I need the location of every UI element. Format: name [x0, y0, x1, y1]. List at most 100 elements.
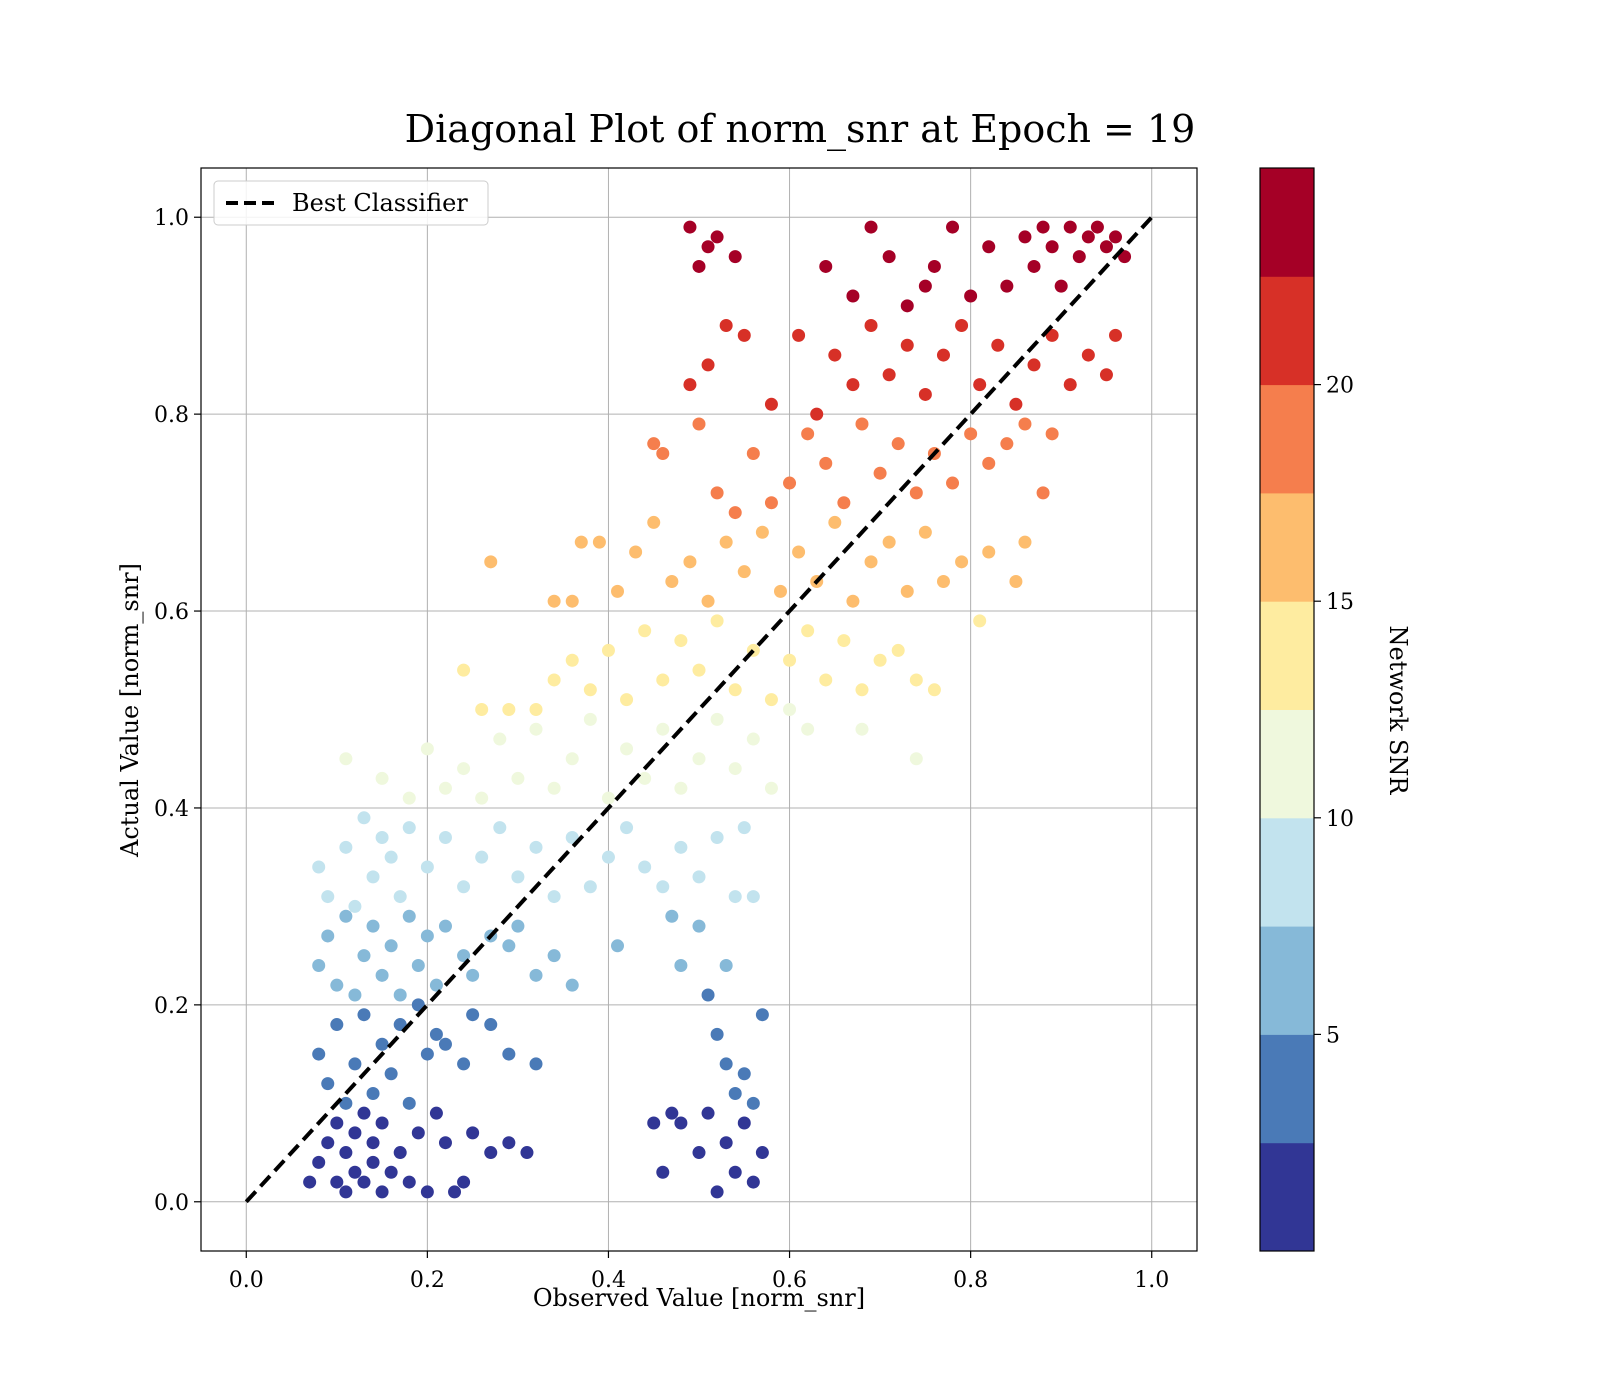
scatter-point: [701, 1106, 715, 1120]
scatter-point: [964, 289, 978, 303]
scatter-point: [339, 752, 353, 766]
scatter-point: [1009, 575, 1023, 589]
scatter-point: [366, 1155, 380, 1169]
y-tick-label: 0.8: [154, 403, 189, 428]
x-tick-label: 0.2: [410, 1268, 445, 1293]
scatter-point: [1018, 417, 1032, 431]
scatter-point: [737, 821, 751, 835]
scatter-point: [755, 1146, 769, 1160]
scatter-point: [583, 712, 597, 726]
scatter-point: [402, 791, 416, 805]
scatter-point: [511, 919, 525, 933]
scatter-point: [946, 476, 960, 490]
scatter-point: [855, 722, 869, 736]
scatter-point: [357, 1106, 371, 1120]
scatter-point: [583, 683, 597, 697]
scatter-point: [746, 447, 760, 461]
scatter-point: [375, 968, 389, 982]
scatter-point: [1036, 486, 1050, 500]
scatter-point: [384, 1165, 398, 1179]
scatter-point: [312, 1047, 326, 1061]
scatter-point: [819, 456, 833, 470]
scatter-point: [674, 634, 688, 648]
x-tick-label: 0.0: [229, 1268, 264, 1293]
scatter-point: [719, 1136, 733, 1150]
scatter-point: [1045, 328, 1059, 342]
colorbar-segment: [1260, 926, 1314, 1035]
scatter-point: [592, 535, 606, 549]
scatter-point: [393, 1146, 407, 1160]
scatter-point: [882, 535, 896, 549]
scatter-point: [674, 781, 688, 795]
scatter-point: [955, 319, 969, 333]
scatter-point: [764, 693, 778, 707]
scatter-point: [466, 1126, 480, 1140]
scatter-point: [710, 230, 724, 244]
scatter-point: [973, 378, 987, 392]
scatter-point: [828, 348, 842, 362]
scatter-point: [855, 417, 869, 431]
scatter-point: [620, 821, 634, 835]
colorbar-segment: [1260, 709, 1314, 819]
scatter-point: [357, 949, 371, 963]
scatter-point: [511, 870, 525, 884]
scatter-point: [583, 880, 597, 894]
best-classifier-line: [244, 215, 1154, 1204]
scatter-point: [312, 958, 326, 972]
scatter-point: [411, 958, 425, 972]
scatter-point: [964, 427, 978, 441]
scatter-point: [855, 683, 869, 697]
scatter-point: [438, 781, 452, 795]
scatter-point: [601, 850, 615, 864]
scatter-point: [502, 1047, 516, 1061]
scatter-point: [484, 555, 498, 569]
scatter-point: [801, 722, 815, 736]
scatter-point: [674, 958, 688, 972]
scatter-point: [764, 397, 778, 411]
scatter-point: [746, 1175, 760, 1189]
scatter-point: [683, 555, 697, 569]
scatter-point: [801, 427, 815, 441]
scatter-point: [547, 890, 561, 904]
scatter-point: [457, 949, 471, 963]
scatter-point: [737, 1067, 751, 1081]
scatter-point: [475, 791, 489, 805]
scatter-point: [420, 1047, 434, 1061]
scatter-point: [665, 909, 679, 923]
scatter-point: [402, 821, 416, 835]
scatter-point: [692, 919, 706, 933]
scatter-point: [348, 899, 362, 913]
scatter-point: [665, 575, 679, 589]
scatter-point: [1072, 250, 1086, 264]
scatter-point: [746, 732, 760, 746]
scatter-point: [420, 1185, 434, 1199]
scatter-point: [438, 919, 452, 933]
scatter-point: [493, 821, 507, 835]
scatter-point: [366, 1086, 380, 1100]
scatter-point: [457, 1057, 471, 1071]
scatter-point: [936, 348, 950, 362]
scatter-point: [312, 1155, 326, 1169]
scatter-point: [475, 850, 489, 864]
scatter-point: [429, 1027, 443, 1041]
scatter-point: [882, 368, 896, 382]
scatter-point: [629, 545, 643, 559]
colorbar-segment: [1260, 384, 1314, 494]
scatter-point: [330, 1018, 344, 1032]
scatter-point: [918, 525, 932, 539]
scatter-point: [864, 220, 878, 234]
scatter-point: [982, 545, 996, 559]
scatter-point: [991, 338, 1005, 352]
scatter-point: [647, 1116, 661, 1130]
scatter-point: [873, 653, 887, 667]
scatter-point: [1081, 230, 1095, 244]
colorbar: 5 10 15 20: [1259, 167, 1354, 1252]
scatter-point: [393, 890, 407, 904]
scatter-point: [783, 653, 797, 667]
scatter-point: [1054, 279, 1068, 293]
scatter-point: [357, 1008, 371, 1022]
scatter-point: [873, 466, 887, 480]
scatter-point: [656, 880, 670, 894]
scatter-point: [1018, 535, 1032, 549]
